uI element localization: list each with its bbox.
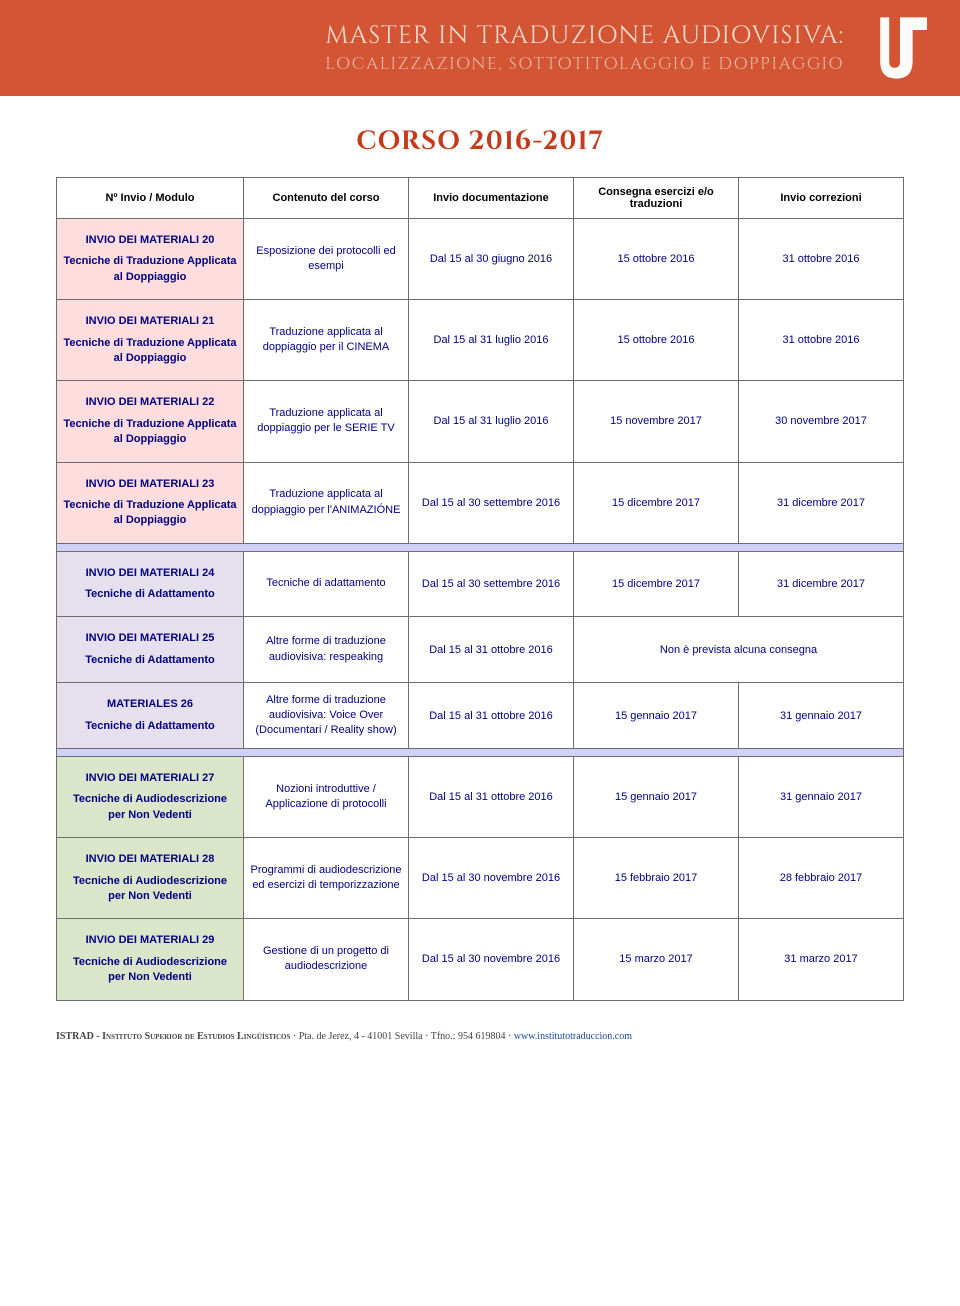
module-cell: INVIO DEI MATERIALI 20 Tecniche di Traduz… xyxy=(57,219,244,300)
section-spacer xyxy=(57,543,904,551)
logo-icon xyxy=(860,9,940,87)
content-cell: Traduzione applicata al doppiaggio per i… xyxy=(244,300,409,381)
module-subtitle: Tecniche di Audiodescrizione per Non Ved… xyxy=(63,874,237,905)
module-subtitle: Tecniche di Audiodescrizione per Non Ved… xyxy=(63,792,237,823)
content-cell: Altre forme di traduzione audiovisiva: r… xyxy=(244,617,409,683)
module-title: INVIO DEI MATERIALI 21 xyxy=(63,314,237,329)
module-title: MATERIALES 26 xyxy=(63,697,237,712)
header-banner: MASTER IN TRADUZIONE AUDIOVISIVA: LOCALI… xyxy=(0,0,960,96)
module-cell: INVIO DEI MATERIALI 25 Tecniche di Adatta… xyxy=(57,617,244,683)
date-cell: 15 ottobre 2016 xyxy=(574,300,739,381)
correction-cell: 31 gennaio 2017 xyxy=(739,757,904,838)
header-title: MASTER IN TRADUZIONE AUDIOVISIVA: xyxy=(325,20,844,53)
module-cell: INVIO DEI MATERIALI 23 Tecniche di Traduz… xyxy=(57,462,244,543)
correction-cell: 31 marzo 2017 xyxy=(739,919,904,1000)
table-header-row: Nº Invio / Modulo Contenuto del corso In… xyxy=(57,178,904,219)
module-title: INVIO DEI MATERIALI 20 xyxy=(63,233,237,248)
correction-cell: 31 ottobre 2016 xyxy=(739,300,904,381)
doc-cell: Dal 15 al 31 ottobre 2016 xyxy=(409,683,574,749)
content-cell: Traduzione applicata al doppiaggio per l… xyxy=(244,462,409,543)
table-row: INVIO DEI MATERIALI 21 Tecniche di Traduz… xyxy=(57,300,904,381)
content-cell: Traduzione applicata al doppiaggio per l… xyxy=(244,381,409,462)
table-row: INVIO DEI MATERIALI 27 Tecniche di Audiod… xyxy=(57,757,904,838)
date-cell: 15 febbraio 2017 xyxy=(574,838,739,919)
module-subtitle: Tecniche di Adattamento xyxy=(63,653,237,668)
correction-cell: 31 dicembre 2017 xyxy=(739,462,904,543)
module-cell: INVIO DEI MATERIALI 24 Tecniche di Adatta… xyxy=(57,551,244,617)
module-title: INVIO DEI MATERIALI 23 xyxy=(63,477,237,492)
header-subtitle: LOCALIZZAZIONE, SOTTOTITOLAGGIO E DOPPIA… xyxy=(325,53,844,76)
content-cell: Programmi di audiodescrizione ed eserciz… xyxy=(244,838,409,919)
doc-cell: Dal 15 al 31 ottobre 2016 xyxy=(409,757,574,838)
table-row: INVIO DEI MATERIALI 23 Tecniche di Traduz… xyxy=(57,462,904,543)
module-cell: INVIO DEI MATERIALI 29 Tecniche di Audiod… xyxy=(57,919,244,1000)
module-subtitle: Tecniche di Adattamento xyxy=(63,587,237,602)
module-subtitle: Tecniche di Traduzione Applicata al Dopp… xyxy=(63,254,237,285)
footer-org: ISTRAD - Instituto Superior de Estudios … xyxy=(56,1031,290,1042)
date-cell: 15 dicembre 2017 xyxy=(574,462,739,543)
module-subtitle: Tecniche di Traduzione Applicata al Dopp… xyxy=(63,417,237,448)
correction-cell: 31 dicembre 2017 xyxy=(739,551,904,617)
correction-cell: 31 gennaio 2017 xyxy=(739,683,904,749)
doc-cell: Dal 15 al 30 settembre 2016 xyxy=(409,551,574,617)
date-cell: 15 novembre 2017 xyxy=(574,381,739,462)
module-subtitle: Tecniche di Audiodescrizione per Non Ved… xyxy=(63,955,237,986)
table-row: INVIO DEI MATERIALI 20 Tecniche di Traduz… xyxy=(57,219,904,300)
table-row: INVIO DEI MATERIALI 29 Tecniche di Audiod… xyxy=(57,919,904,1000)
module-subtitle: Tecniche di Traduzione Applicata al Dopp… xyxy=(63,498,237,529)
footer-link[interactable]: www.institutotraduccion.com xyxy=(514,1031,632,1042)
correction-cell: 30 novembre 2017 xyxy=(739,381,904,462)
doc-cell: Dal 15 al 31 ottobre 2016 xyxy=(409,617,574,683)
col-corrections: Invio correzioni xyxy=(739,178,904,219)
page-title: CORSO 2016-2017 xyxy=(56,124,904,159)
col-exercises: Consegna esercizi e/o traduzioni xyxy=(574,178,739,219)
content-cell: Altre forme di traduzione audiovisiva: V… xyxy=(244,683,409,749)
correction-cell: 31 ottobre 2016 xyxy=(739,219,904,300)
header-text-block: MASTER IN TRADUZIONE AUDIOVISIVA: LOCALI… xyxy=(325,20,844,76)
module-title: INVIO DEI MATERIALI 28 xyxy=(63,852,237,867)
table-row: INVIO DEI MATERIALI 28 Tecniche di Audiod… xyxy=(57,838,904,919)
doc-cell: Dal 15 al 31 luglio 2016 xyxy=(409,300,574,381)
content-cell: Tecniche di adattamento xyxy=(244,551,409,617)
module-title: INVIO DEI MATERIALI 29 xyxy=(63,933,237,948)
doc-cell: Dal 15 al 30 novembre 2016 xyxy=(409,838,574,919)
table-row: MATERIALES 26 Tecniche di Adattamento Altr… xyxy=(57,683,904,749)
correction-cell: 28 febbraio 2017 xyxy=(739,838,904,919)
doc-cell: Dal 15 al 30 settembre 2016 xyxy=(409,462,574,543)
module-cell: INVIO DEI MATERIALI 21 Tecniche di Traduz… xyxy=(57,300,244,381)
col-module: Nº Invio / Modulo xyxy=(57,178,244,219)
module-cell: INVIO DEI MATERIALI 27 Tecniche di Audiod… xyxy=(57,757,244,838)
date-cell: 15 dicembre 2017 xyxy=(574,551,739,617)
date-cell: 15 marzo 2017 xyxy=(574,919,739,1000)
footer-address: · Pta. de Jerez, 4 - 41001 Sevilla · Tfn… xyxy=(290,1031,513,1042)
module-title: INVIO DEI MATERIALI 24 xyxy=(63,566,237,581)
footer: ISTRAD - Instituto Superior de Estudios … xyxy=(0,1021,960,1056)
module-title: INVIO DEI MATERIALI 22 xyxy=(63,395,237,410)
date-cell: 15 gennaio 2017 xyxy=(574,683,739,749)
table-row: INVIO DEI MATERIALI 24 Tecniche di Adatta… xyxy=(57,551,904,617)
module-cell: MATERIALES 26 Tecniche di Adattamento xyxy=(57,683,244,749)
content-cell: Gestione di un progetto di audiodescrizi… xyxy=(244,919,409,1000)
content-cell: Nozioni introduttive / Applicazione di p… xyxy=(244,757,409,838)
schedule-table: Nº Invio / Modulo Contenuto del corso In… xyxy=(56,177,904,1001)
col-doc: Invio documentazione xyxy=(409,178,574,219)
module-title: INVIO DEI MATERIALI 25 xyxy=(63,631,237,646)
date-cell: 15 gennaio 2017 xyxy=(574,757,739,838)
module-cell: INVIO DEI MATERIALI 22 Tecniche di Traduz… xyxy=(57,381,244,462)
content-cell: Esposizione dei protocolli ed esempi xyxy=(244,219,409,300)
doc-cell: Dal 15 al 31 luglio 2016 xyxy=(409,381,574,462)
module-subtitle: Tecniche di Traduzione Applicata al Dopp… xyxy=(63,336,237,367)
module-cell: INVIO DEI MATERIALI 28 Tecniche di Audiod… xyxy=(57,838,244,919)
module-title: INVIO DEI MATERIALI 27 xyxy=(63,771,237,786)
doc-cell: Dal 15 al 30 giugno 2016 xyxy=(409,219,574,300)
section-spacer xyxy=(57,749,904,757)
module-subtitle: Tecniche di Adattamento xyxy=(63,719,237,734)
date-cell: 15 ottobre 2016 xyxy=(574,219,739,300)
merged-cell: Non è prevista alcuna consegna xyxy=(574,617,904,683)
doc-cell: Dal 15 al 30 novembre 2016 xyxy=(409,919,574,1000)
col-content: Contenuto del corso xyxy=(244,178,409,219)
table-row: INVIO DEI MATERIALI 25 Tecniche di Adatta… xyxy=(57,617,904,683)
table-row: INVIO DEI MATERIALI 22 Tecniche di Traduz… xyxy=(57,381,904,462)
